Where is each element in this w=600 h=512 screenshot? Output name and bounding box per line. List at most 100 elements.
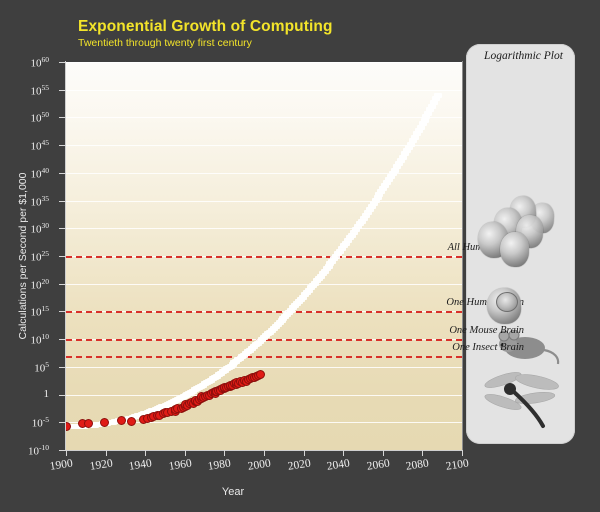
y-axis-tick — [59, 145, 66, 147]
x-axis-tick — [145, 450, 147, 456]
x-axis-tick-label: 2000 — [247, 457, 272, 473]
trend-curve-segment — [299, 294, 308, 300]
y-axis-tick — [59, 228, 66, 230]
y-axis-tick-label-wrap: 1020 — [0, 276, 57, 292]
trend-curve-segment — [379, 186, 388, 192]
trend-curve-segment — [400, 151, 409, 157]
trend-curve-segment — [397, 157, 406, 163]
trend-curve-segment — [385, 177, 394, 183]
y-axis-tick-label: 1010 — [30, 332, 50, 347]
data-point — [99, 418, 109, 428]
trend-curve-segment — [375, 192, 384, 198]
y-axis-tick-label: 1045 — [30, 138, 50, 153]
trend-curve-segment — [287, 307, 296, 313]
reference-line — [66, 311, 462, 314]
y-axis-tick-label: 1 — [43, 387, 50, 400]
y-axis-tick — [59, 256, 66, 257]
trend-curve-segment — [393, 164, 402, 170]
trend-curve-segment — [338, 245, 347, 251]
brain-illustration — [496, 292, 518, 312]
gridline-horizontal — [66, 422, 462, 424]
trend-curve-segment — [418, 121, 427, 127]
gridline-horizontal — [66, 394, 462, 396]
y-axis-tick-label-wrap: 1035 — [0, 194, 57, 209]
trend-curve-segment — [416, 124, 425, 130]
y-axis-tick-label-wrap: 10-5 — [0, 415, 57, 430]
x-axis-tick — [264, 450, 265, 456]
data-point — [127, 417, 137, 427]
trend-curve-segment — [434, 92, 443, 98]
y-axis-tick — [59, 172, 66, 174]
trend-curve-segment — [402, 148, 411, 154]
y-axis-tick-label-wrap: 1030 — [0, 221, 57, 236]
trend-curve-segment — [324, 263, 333, 269]
trend-curve-segment — [349, 229, 358, 235]
y-axis-tick — [59, 394, 66, 396]
x-axis-tick — [184, 450, 186, 456]
y-axis-tick-label: 1020 — [30, 276, 50, 292]
x-axis-tick-label: 1940 — [128, 457, 153, 473]
trend-curve-segment — [412, 131, 421, 137]
y-axis-tick — [59, 89, 66, 91]
human-head-illustration — [499, 231, 530, 268]
trend-curve-segment — [334, 251, 343, 257]
y-axis-tick — [59, 62, 66, 63]
x-axis-tick — [105, 450, 107, 456]
y-axis-tick — [59, 450, 66, 451]
x-axis-tick-label: 1920 — [88, 457, 114, 473]
trend-curve-segment — [320, 268, 329, 274]
trend-curve-segment — [381, 183, 390, 189]
trend-curve-segment — [340, 243, 349, 249]
y-axis-tick-label: 1060 — [30, 55, 50, 70]
dragonfly-illustration — [483, 368, 569, 430]
trend-curve-segment — [422, 114, 431, 120]
trend-curve-segment — [398, 154, 407, 160]
x-axis-tick — [462, 450, 463, 456]
trend-curve-segment — [344, 238, 353, 243]
data-point — [83, 418, 93, 428]
y-axis-tick-label: 1025 — [30, 249, 50, 264]
trend-curve-segment — [342, 240, 351, 246]
trend-curve-segment — [369, 201, 378, 207]
y-axis-tick — [59, 366, 66, 368]
trend-curve-segment — [387, 173, 396, 179]
gridline-horizontal — [66, 200, 462, 202]
reference-line-label: One Human Brain — [446, 297, 524, 309]
gridline-horizontal — [66, 228, 462, 230]
y-axis-tick-label-wrap: 1050 — [0, 110, 57, 126]
x-axis-tick-label: 1980 — [207, 457, 232, 473]
y-axis-tick-label: 1055 — [30, 82, 50, 98]
trend-curve-segment — [336, 248, 345, 254]
trend-curve-segment — [424, 110, 433, 116]
trend-curve-segment — [365, 207, 374, 213]
x-axis-title: Year — [221, 486, 245, 498]
reference-line-label: One Insect Brain — [452, 341, 524, 353]
y-axis-tick-label: 1015 — [30, 304, 50, 320]
trend-curve-segment — [391, 167, 400, 173]
y-axis-tick-label-wrap: 1 — [0, 388, 57, 400]
trend-curve-segment — [408, 138, 417, 144]
y-axis-tick-label-wrap: 1025 — [0, 249, 57, 264]
trend-curve-segment — [373, 195, 382, 201]
x-axis-tick-label: 2060 — [365, 457, 391, 473]
x-axis-tick — [343, 450, 345, 456]
x-axis-tick — [303, 450, 305, 456]
trend-curve-segment — [332, 253, 341, 259]
y-axis-tick-label-wrap: 1060 — [0, 55, 57, 70]
trend-curve-segment — [359, 215, 368, 221]
x-axis-tick — [422, 450, 424, 456]
y-axis-tick-label-wrap: 10-10 — [0, 443, 57, 458]
trend-curve-segment — [304, 287, 313, 293]
gridline-horizontal — [66, 89, 462, 91]
trend-curve-segment — [330, 256, 339, 262]
y-axis-tick-label: 10-5 — [31, 415, 49, 430]
logarithmic-plot-panel-title: Logarithmic Plot — [484, 50, 563, 62]
trend-curve-segment — [357, 218, 366, 224]
plot-right-border — [462, 61, 463, 451]
y-axis-tick-label: 10-10 — [28, 443, 49, 458]
y-axis-tick — [59, 283, 66, 285]
trend-curve-segment — [426, 107, 435, 113]
y-axis-tick-label: 1050 — [30, 110, 50, 126]
y-axis-tick-label-wrap: 1055 — [0, 82, 57, 98]
trend-curve-segment — [404, 144, 413, 150]
